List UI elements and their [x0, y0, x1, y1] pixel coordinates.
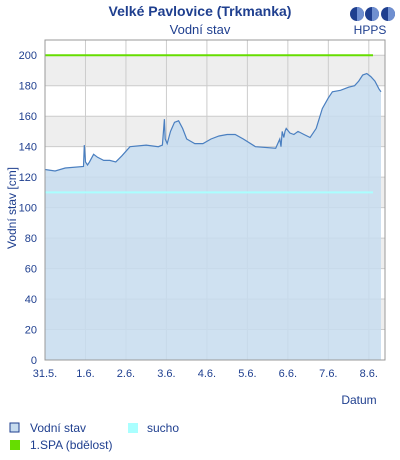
x-tick-label: 4.6.	[198, 368, 216, 380]
y-axis-label: Vodní stav [cm]	[5, 167, 19, 249]
y-tick-label: 60	[25, 264, 37, 276]
legend-item-vodni-stav: Vodní stav	[9, 421, 86, 435]
y-tick-label: 80	[25, 233, 37, 245]
legend-swatch-sucho	[128, 423, 138, 433]
legend-label-sucho: sucho	[147, 421, 179, 435]
legend-label-vodni-stav: Vodní stav	[30, 421, 86, 435]
x-tick-label: 31.5.	[33, 368, 57, 380]
x-axis-label: Datum	[341, 393, 376, 407]
y-tick-label: 100	[19, 203, 37, 215]
chart-subtitle: Vodní stav	[170, 22, 231, 37]
x-tick-label: 6.6.	[279, 368, 297, 380]
legend-label-1spa: 1.SPA (bdělost)	[30, 438, 113, 452]
legend-item-1spa: 1.SPA (bdělost)	[10, 438, 113, 452]
plot-area: 0 20 40 60 80 100 120 140 160 180 200 31.5. 1.6. 2.6…	[19, 39, 386, 380]
y-tick-label: 0	[31, 355, 37, 367]
hpps-logo-icon	[350, 7, 395, 21]
series-area-vodni-stav	[45, 73, 381, 360]
legend-item-sucho: sucho	[128, 421, 179, 435]
y-tick-label: 20	[25, 325, 37, 337]
x-tick-label: 3.6.	[157, 368, 175, 380]
legend: Vodní stav sucho 1.SPA (bdělost)	[9, 421, 179, 452]
y-tick-labels: 0 20 40 60 80 100 120 140 160 180 200	[19, 50, 37, 367]
series-line-vodni-stav	[44, 72, 382, 172]
x-tick-label: 7.6.	[319, 368, 337, 380]
legend-swatch-1spa	[10, 440, 20, 450]
x-tick-labels: 31.5. 1.6. 2.6. 3.6. 4.6. 5.6. 6.6. 7.6. 8.6.	[33, 368, 378, 380]
y-band	[45, 55, 385, 86]
legend-swatch-vodni-stav	[9, 422, 20, 433]
y-tick-label: 160	[19, 111, 37, 123]
x-tick-label: 1.6.	[76, 368, 94, 380]
hpps-logo-text: HPPS	[354, 23, 387, 37]
x-tick-label: 8.6.	[360, 368, 378, 380]
plot-frame	[44, 39, 386, 361]
y-tick-label: 200	[19, 50, 37, 62]
x-tick-label: 2.6.	[117, 368, 135, 380]
x-tick-label: 5.6.	[238, 368, 256, 380]
y-tick-label: 180	[19, 81, 37, 93]
y-tick-label: 120	[19, 172, 37, 184]
y-tick-label: 140	[19, 142, 37, 154]
chart-title: Velké Pavlovice (Trkmanka)	[109, 3, 292, 19]
y-tick-label: 40	[25, 294, 37, 306]
